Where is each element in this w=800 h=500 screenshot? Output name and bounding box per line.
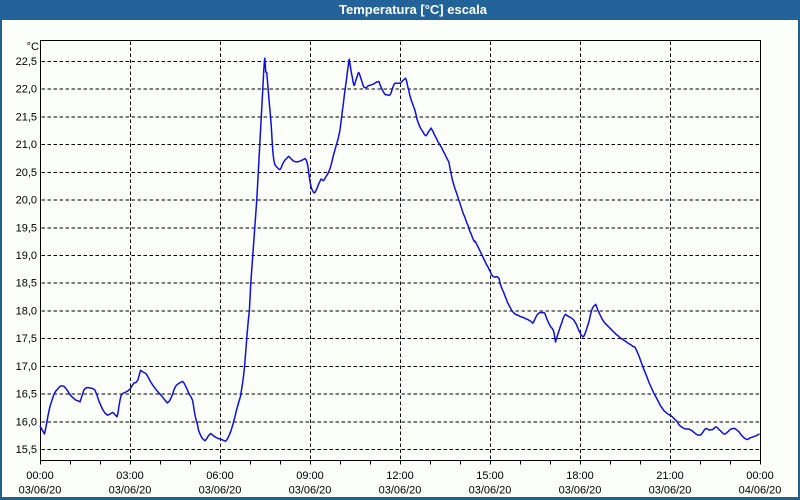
svg-text:°C: °C [27, 41, 39, 53]
svg-text:15:00: 15:00 [476, 470, 504, 482]
svg-text:20,5: 20,5 [16, 167, 37, 179]
svg-text:22,0: 22,0 [16, 84, 37, 96]
svg-text:17,5: 17,5 [16, 333, 37, 345]
svg-text:00:00: 00:00 [26, 470, 54, 482]
svg-text:22,5: 22,5 [16, 56, 37, 68]
svg-text:15,5: 15,5 [16, 444, 37, 456]
svg-text:03/06/20: 03/06/20 [469, 485, 512, 497]
svg-text:20,0: 20,0 [16, 195, 37, 207]
svg-text:06:00: 06:00 [206, 470, 234, 482]
svg-text:17,0: 17,0 [16, 361, 37, 373]
svg-text:21,5: 21,5 [16, 111, 37, 123]
svg-text:00:00: 00:00 [746, 470, 774, 482]
svg-text:03/06/20: 03/06/20 [199, 485, 242, 497]
svg-text:03/06/20: 03/06/20 [109, 485, 152, 497]
svg-text:03/06/20: 03/06/20 [559, 485, 602, 497]
svg-text:03/06/20: 03/06/20 [289, 485, 332, 497]
svg-text:19,5: 19,5 [16, 222, 37, 234]
svg-text:03/06/20: 03/06/20 [649, 485, 692, 497]
svg-text:19,0: 19,0 [16, 250, 37, 262]
svg-text:21,0: 21,0 [16, 139, 37, 151]
svg-text:18,0: 18,0 [16, 305, 37, 317]
svg-text:18:00: 18:00 [566, 470, 594, 482]
svg-text:03/06/20: 03/06/20 [19, 485, 62, 497]
svg-text:18,5: 18,5 [16, 278, 37, 290]
svg-text:16,0: 16,0 [16, 416, 37, 428]
svg-text:16,5: 16,5 [16, 389, 37, 401]
svg-text:03/06/20: 03/06/20 [379, 485, 422, 497]
svg-text:21:00: 21:00 [656, 470, 684, 482]
svg-text:03:00: 03:00 [116, 470, 144, 482]
svg-text:09:00: 09:00 [296, 470, 324, 482]
svg-text:12:00: 12:00 [386, 470, 414, 482]
svg-text:04/06/20: 04/06/20 [739, 485, 782, 497]
